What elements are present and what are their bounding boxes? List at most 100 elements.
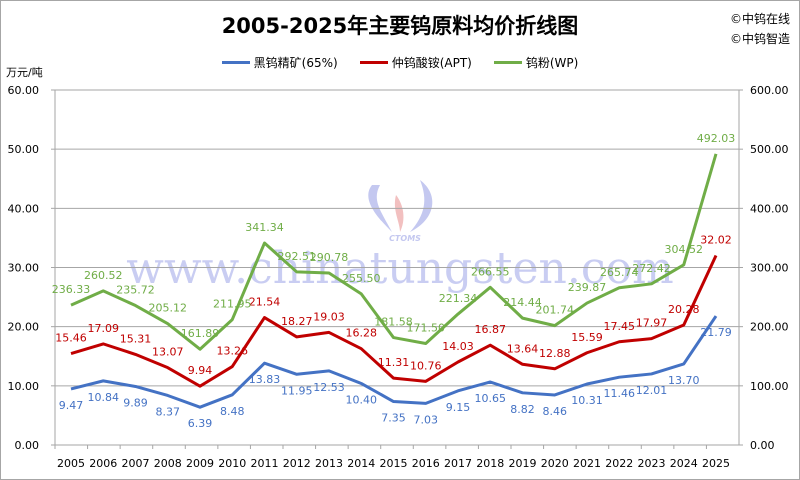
- data-label: 304.52: [665, 243, 704, 256]
- left-axis-tick: 20.00: [8, 321, 40, 334]
- data-label: 11.46: [604, 387, 636, 400]
- data-label: 12.53: [313, 381, 345, 394]
- data-label: 13.64: [507, 342, 539, 355]
- x-axis-tick: 2024: [670, 457, 698, 470]
- data-label: 10.84: [88, 391, 120, 404]
- data-label: 21.79: [700, 326, 732, 339]
- series-line[interactable]: [70, 153, 718, 351]
- data-label: 20.28: [668, 303, 700, 316]
- data-label: 290.78: [310, 251, 349, 264]
- x-axis-tick: 2014: [347, 457, 375, 470]
- data-label: 236.33: [52, 283, 91, 296]
- x-axis-tick: 2006: [89, 457, 117, 470]
- legend-label: 钨粉(WP): [525, 56, 579, 70]
- data-label: 7.03: [414, 413, 439, 426]
- data-label: 13.26: [217, 345, 249, 358]
- data-label: 9.94: [188, 364, 213, 377]
- data-label: 214.44: [503, 296, 542, 309]
- data-label: 341.34: [245, 221, 284, 234]
- right-axis-tick: 100.00: [750, 380, 789, 393]
- right-axis-tick: 400.00: [750, 202, 789, 215]
- data-label: 18.27: [281, 315, 313, 328]
- data-label: 201.74: [536, 304, 575, 317]
- watermark-text: www.chinatungsten.com: [126, 243, 673, 294]
- data-label: 211.95: [213, 298, 252, 311]
- legend-label: 黑钨精矿(65%): [253, 56, 338, 70]
- data-label: 161.89: [181, 327, 220, 340]
- data-label: 10.40: [346, 393, 378, 406]
- data-label: 32.02: [700, 234, 732, 247]
- data-label: 8.82: [510, 403, 535, 416]
- watermark-logo-icon: [394, 195, 404, 232]
- x-axis-tick: 2011: [251, 457, 279, 470]
- data-label: 21.54: [249, 296, 281, 309]
- right-axis-tick: 600.00: [750, 84, 789, 97]
- x-axis-tick: 2013: [315, 457, 343, 470]
- series-line[interactable]: [70, 315, 718, 409]
- copyright-1: ©中钨在线: [729, 12, 790, 26]
- data-label: 10.65: [475, 392, 507, 405]
- data-label: 292.51: [278, 250, 317, 263]
- legend-item-wp[interactable]: 钨粉(WP): [493, 54, 579, 71]
- right-axis-tick: 500.00: [750, 143, 789, 156]
- x-axis-tick: 2007: [122, 457, 150, 470]
- data-label: 492.03: [697, 132, 736, 145]
- data-label: 8.48: [220, 405, 245, 418]
- watermark-logo-icon: [410, 180, 433, 232]
- data-label: 266.55: [471, 265, 510, 278]
- data-label: 181.58: [374, 316, 413, 329]
- data-label: 255.50: [342, 272, 381, 285]
- watermark-logo-icon: [368, 185, 392, 232]
- data-label: 272.42: [632, 262, 671, 275]
- legend-item-ore[interactable]: 黑钨精矿(65%): [221, 54, 338, 71]
- x-axis-tick: 2010: [218, 457, 246, 470]
- data-label: 205.12: [149, 302, 188, 315]
- data-label: 16.87: [475, 323, 507, 336]
- series-line[interactable]: [70, 254, 718, 388]
- data-label: 265.74: [600, 266, 639, 279]
- data-label: 9.89: [123, 396, 148, 409]
- data-label: 17.45: [604, 320, 636, 333]
- data-label: 11.31: [378, 356, 410, 369]
- data-label: 16.28: [346, 327, 378, 340]
- legend-swatch-icon: [493, 61, 522, 64]
- left-axis-tick: 50.00: [8, 143, 40, 156]
- unit-label: 万元/吨: [6, 66, 43, 79]
- x-axis-tick: 2018: [476, 457, 504, 470]
- copyright-2: ©中钨智造: [729, 32, 790, 46]
- left-axis-tick: 30.00: [8, 262, 40, 275]
- data-label: 15.31: [120, 332, 152, 345]
- legend-item-apt[interactable]: 仲钨酸铵(APT): [359, 54, 472, 71]
- chart-title: 2005-2025年主要钨原料均价折线图: [221, 14, 579, 38]
- data-label: 10.76: [410, 359, 442, 372]
- right-axis-tick: 200.00: [750, 321, 789, 334]
- data-label: 19.03: [313, 310, 345, 323]
- data-label: 9.47: [59, 399, 84, 412]
- x-axis-tick: 2019: [509, 457, 537, 470]
- data-label: 221.34: [439, 292, 478, 305]
- data-label: 17.09: [88, 322, 120, 335]
- left-axis-tick: 40.00: [8, 202, 40, 215]
- legend-swatch-icon: [221, 61, 250, 64]
- left-axis-tick: 10.00: [8, 380, 40, 393]
- data-label: 13.70: [668, 374, 700, 387]
- x-axis-tick: 2005: [57, 457, 85, 470]
- data-label: 17.97: [636, 317, 668, 330]
- data-label: 10.31: [571, 394, 603, 407]
- data-label: 7.35: [381, 412, 406, 425]
- legend-label: 仲钨酸铵(APT): [391, 56, 472, 70]
- right-axis-tick: 0.00: [750, 439, 775, 452]
- left-axis-tick: 60.00: [8, 84, 40, 97]
- x-axis-tick: 2023: [638, 457, 666, 470]
- left-axis-tick: 0.00: [15, 439, 40, 452]
- x-axis-tick: 2022: [605, 457, 633, 470]
- legend: 黑钨精矿(65%) 仲钨酸铵(APT) 钨粉(WP): [0, 54, 800, 71]
- x-axis-tick: 2015: [380, 457, 408, 470]
- watermark-logo-text: CTOMS: [389, 234, 421, 243]
- data-label: 15.46: [55, 332, 87, 345]
- x-axis-tick: 2016: [412, 457, 440, 470]
- data-label: 13.83: [249, 373, 281, 386]
- data-label: 15.59: [571, 331, 603, 344]
